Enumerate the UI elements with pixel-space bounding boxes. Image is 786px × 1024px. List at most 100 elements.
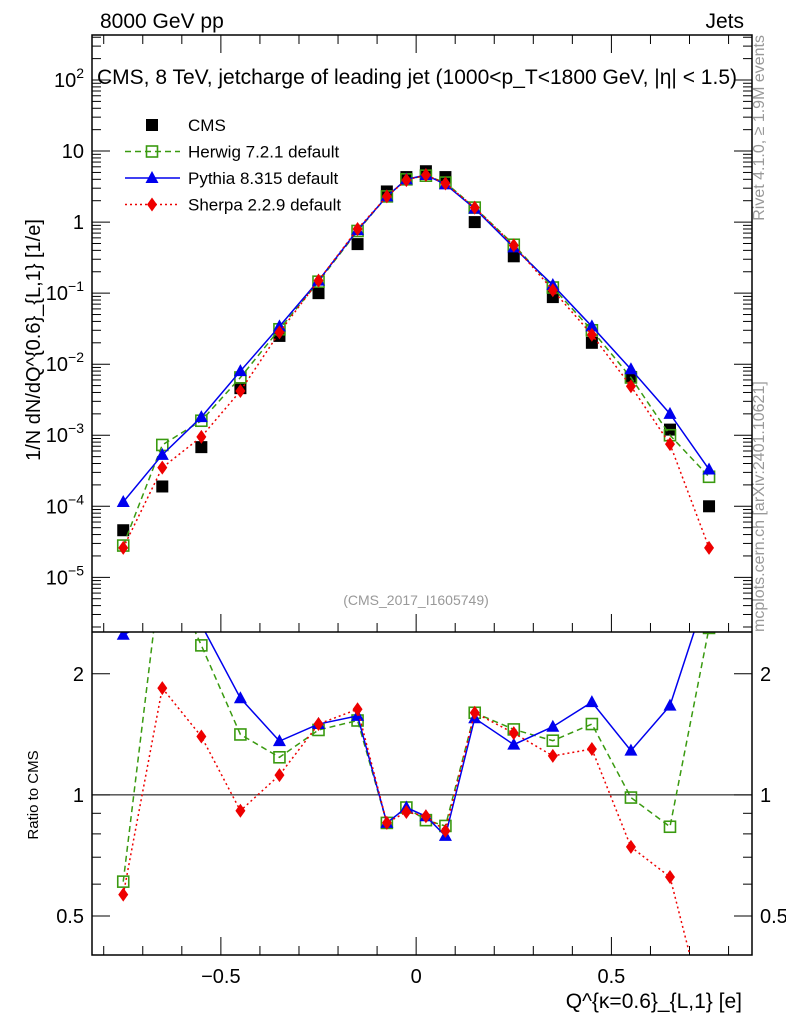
sherpa-ratio-point [625, 839, 636, 854]
sherpa-point [313, 273, 324, 288]
herwig-ratio-point [234, 728, 247, 741]
header-left: 8000 GeV pp [100, 10, 224, 33]
y-tick-label: 10−1 [46, 278, 84, 305]
rivet-label: Rivet 4.1.0, ≥ 1.9M events [751, 35, 768, 221]
sherpa-ratio-point [196, 729, 207, 744]
pythia-point [702, 462, 716, 475]
sherpa-ratio-point [118, 887, 129, 902]
sherpa-ratio-point [274, 768, 285, 783]
herwig-ratio-point [702, 632, 716, 635]
sherpa-ratio-point [420, 809, 431, 824]
sherpa-point [664, 437, 675, 452]
legend-label: CMS [188, 116, 226, 135]
herwig-ratio-point [273, 750, 286, 764]
y-tick-label: 10−2 [46, 349, 84, 376]
y-tick-label: 1 [73, 212, 84, 234]
legend-label: Sherpa 2.2.9 default [188, 196, 341, 215]
herwig-ratio-point [546, 734, 560, 747]
cms-point [507, 250, 520, 263]
main-plot [116, 165, 716, 555]
pythia-ratio-point [233, 691, 247, 704]
y-tick-label: 10−5 [46, 562, 84, 589]
herwig-ratio-point [624, 791, 638, 804]
cms-point [156, 480, 169, 493]
ratio-tick-label: 1 [73, 785, 84, 807]
cms-point [703, 500, 716, 513]
ratio-tick-label-right: 0.5 [760, 906, 786, 928]
legend-label: Pythia 8.315 default [188, 169, 339, 188]
herwig-ratio-line [122, 632, 710, 882]
cms-point [195, 441, 208, 454]
herwig-ratio-point [157, 554, 168, 565]
sherpa-point [401, 173, 412, 188]
sherpa-point [704, 540, 715, 555]
pythia-ratio-point [272, 734, 286, 747]
sherpa-point [196, 429, 207, 444]
pythia-ratio-point [624, 743, 638, 756]
ratio-tick-label: 0.5 [56, 906, 84, 928]
sherpa-point [625, 379, 636, 394]
header-right: Jets [705, 10, 744, 33]
y-tick-label: 102 [54, 65, 84, 92]
pythia-ratio-point [585, 695, 599, 708]
ratio-tick-label: 2 [73, 664, 84, 686]
pythia-ratio-point [156, 609, 169, 621]
sherpa-point [420, 168, 431, 183]
axes: −0.5 0 0.5 102 10 1 10−1 10−2 10−3 10−4 10−5 0.5 0.5… [46, 35, 786, 988]
sherpa-ratio-point [440, 823, 451, 838]
sherpa-point [469, 200, 480, 215]
legend-marker [145, 171, 159, 183]
sherpa-point [235, 383, 246, 398]
sherpa-point [440, 176, 451, 191]
sherpa-point [547, 283, 558, 298]
sherpa-ratio-point [352, 702, 363, 717]
sherpa-ratio-point [664, 870, 675, 885]
sherpa-ratio-point [381, 815, 392, 830]
herwig-ratio-point [195, 639, 208, 652]
y-tick-label: 10−4 [46, 491, 84, 518]
pythia-ratio-point [546, 719, 560, 732]
x-tick-label: −0.5 [201, 966, 240, 988]
pythia-point [624, 362, 638, 375]
pythia-point [233, 364, 247, 377]
sherpa-point [381, 189, 392, 204]
sherpa-point [118, 540, 129, 555]
y-tick-label: 10 [62, 141, 84, 163]
sherpa-point [508, 238, 519, 253]
legend-marker [146, 119, 158, 131]
cms-point [312, 287, 325, 300]
legend-marker [145, 145, 159, 158]
ratio-y-axis-label: Ratio to CMS [25, 750, 42, 839]
x-axis-label: Q^{κ=0.6}_{L,1} [e] [566, 990, 742, 1013]
cms-point [117, 524, 130, 537]
pythia-ratio-point [195, 618, 208, 630]
legend-label: Herwig 7.2.1 default [188, 143, 339, 162]
sherpa-ratio-point [508, 726, 519, 741]
legend-marker [147, 197, 157, 212]
x-tick-label: 0 [411, 966, 422, 988]
chart-title: CMS, 8 TeV, jetcharge of leading jet (10… [97, 66, 737, 89]
ratio-tick-label-right: 1 [760, 785, 771, 807]
cms-point [351, 238, 364, 251]
ratio-plot [116, 554, 716, 955]
pythia-ratio-point [507, 737, 521, 750]
sherpa-point [352, 221, 363, 236]
y-axis-label: 1/N dN/dQ^{0.6}_{L,1} [1/e] [23, 219, 45, 461]
sherpa-ratio-point [586, 742, 597, 757]
pythia-point [194, 410, 208, 423]
sherpa-ratio-point [313, 717, 324, 732]
sherpa-point [157, 460, 168, 475]
y-tick-label: 10−3 [46, 420, 84, 447]
plot-frame [91, 34, 753, 956]
sherpa-line [122, 174, 710, 549]
mcplots-label: mcplots.cern.ch [arXiv:2401.10621] [751, 381, 768, 632]
pythia-point [585, 319, 599, 332]
pythia-ratio-line [122, 632, 695, 838]
sherpa-point [274, 325, 285, 340]
pythia-ratio-point [663, 698, 677, 711]
herwig-ratio-point [116, 875, 130, 888]
sherpa-ratio-point [401, 804, 412, 819]
herwig-line [122, 174, 710, 546]
